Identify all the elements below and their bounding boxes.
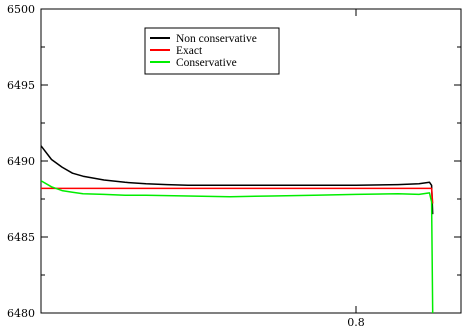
series-line-non-conservative xyxy=(41,145,434,215)
y-tick-label: 6495 xyxy=(7,79,35,92)
series-line-conservative xyxy=(41,180,434,313)
y-tick-label: 6490 xyxy=(7,155,35,168)
y-tick-label: 6480 xyxy=(7,307,35,320)
legend-box xyxy=(144,27,280,75)
legend-label: Non conservative xyxy=(176,33,257,45)
y-tick-label: 6500 xyxy=(7,3,35,16)
x-tick-label: 0.8 xyxy=(347,316,365,329)
series-line-exact xyxy=(41,187,434,204)
legend-label: Conservative xyxy=(176,57,237,69)
legend-label: Exact xyxy=(176,45,203,57)
y-tick-label: 6485 xyxy=(7,231,35,244)
